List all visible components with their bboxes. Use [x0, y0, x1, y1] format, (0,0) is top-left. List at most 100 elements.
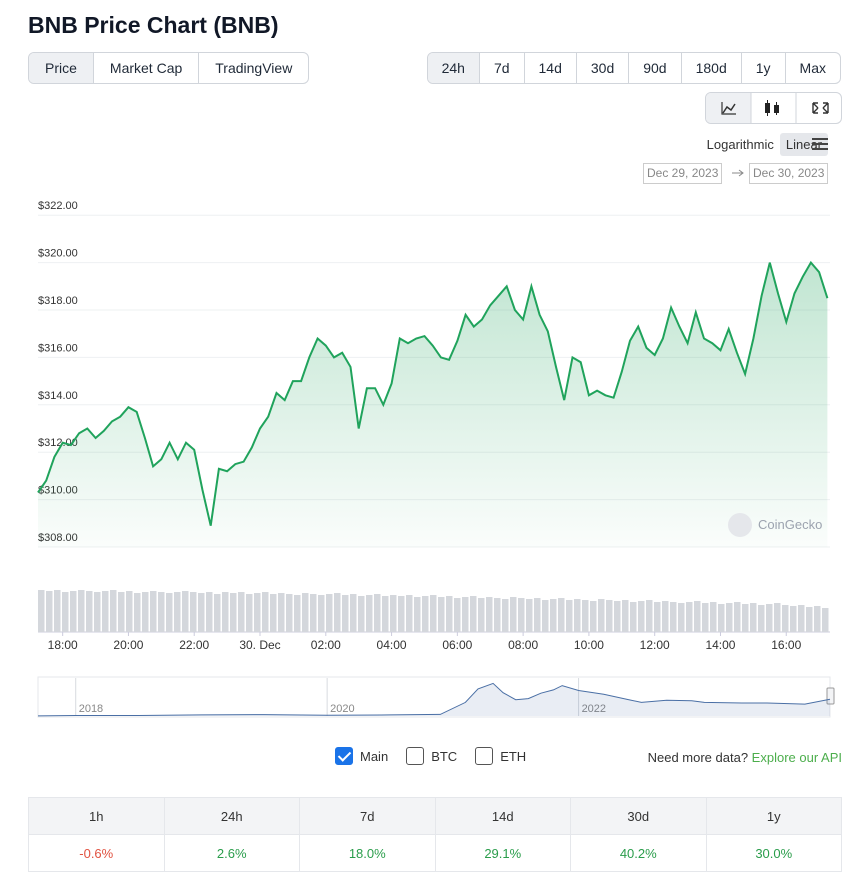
volume-bar — [254, 593, 261, 632]
volume-bar — [446, 596, 453, 632]
x-tick-label: 16:00 — [771, 638, 801, 652]
volume-bar — [462, 597, 469, 632]
date-to[interactable]: Dec 30, 2023 — [749, 163, 829, 184]
volume-bar — [342, 595, 349, 632]
volume-bar — [710, 602, 717, 632]
api-link[interactable]: Explore our API — [751, 750, 842, 765]
x-tick-label: 20:00 — [113, 638, 143, 652]
volume-bar — [670, 602, 677, 632]
tab-group: Price Market Cap TradingView — [28, 52, 310, 84]
series-toggles: Main BTC ETH — [335, 747, 544, 765]
tab[interactable]: TradingView — [198, 53, 308, 83]
change-value: 40.2% — [570, 834, 707, 872]
volume-bar — [718, 604, 725, 632]
tab[interactable]: Price — [29, 53, 93, 83]
volume-bar — [630, 602, 637, 632]
volume-bar — [438, 597, 445, 632]
scale-option[interactable]: Logarithmic — [706, 137, 774, 152]
volume-bar — [494, 598, 501, 632]
volume-bar — [270, 594, 277, 632]
volume-bar — [662, 601, 669, 632]
volume-bar — [302, 593, 309, 632]
navigator-area — [38, 683, 830, 716]
volume-bar — [598, 599, 605, 632]
volume-bar — [550, 599, 557, 632]
x-tick-label: 06:00 — [442, 638, 472, 652]
volume-bar — [606, 600, 613, 632]
volume-bar — [398, 596, 405, 632]
volume-bar — [174, 592, 181, 632]
volume-bar — [166, 593, 173, 632]
period-header: 30d — [570, 797, 707, 835]
toggle-label: Main — [360, 748, 389, 764]
menu-bar — [812, 148, 828, 150]
toggle[interactable]: BTC — [406, 747, 457, 765]
volume-bar — [806, 607, 813, 632]
volume-bar — [558, 598, 565, 632]
date-from[interactable]: Dec 29, 2023 — [643, 163, 723, 184]
range-button[interactable]: Max — [784, 53, 840, 83]
volume-bar — [430, 595, 437, 632]
navigator-label: 2018 — [79, 703, 103, 715]
volume-bar — [758, 605, 765, 632]
menu-bar — [812, 138, 828, 140]
tab[interactable]: Market Cap — [92, 53, 198, 83]
title: BNB Price Chart (BNB) — [28, 12, 279, 38]
volume-bar — [470, 596, 477, 632]
x-tick-label: 18:00 — [48, 638, 78, 652]
range-button[interactable]: 180d — [680, 53, 741, 83]
volume-bar — [54, 590, 61, 632]
toggle[interactable]: ETH — [475, 747, 526, 765]
range-button[interactable]: 24h — [427, 53, 479, 83]
menu-icon[interactable] — [812, 137, 830, 151]
more-prompt: Need more data? — [647, 750, 749, 765]
volume-bar — [822, 608, 829, 632]
volume-bar — [278, 593, 285, 632]
volume-bar — [790, 606, 797, 632]
checkbox[interactable] — [335, 747, 353, 765]
volume-bar — [238, 592, 245, 632]
volume-bar — [678, 603, 685, 632]
navigator-line — [37, 682, 831, 717]
volume-bar — [358, 596, 365, 632]
volume-bar — [246, 594, 253, 632]
range-button[interactable]: 1y — [740, 53, 785, 83]
toggle[interactable]: Main — [335, 747, 388, 765]
volume-bar — [294, 595, 301, 632]
change-value: 30.0% — [705, 834, 842, 872]
period-header: 1h — [28, 797, 165, 835]
menu-bar — [812, 143, 828, 145]
volume-bar — [614, 601, 621, 632]
navigator-label: 2022 — [582, 703, 606, 715]
volume-bar — [814, 606, 821, 632]
range-button[interactable]: 30d — [575, 53, 628, 83]
volume-bar — [726, 603, 733, 632]
volume-bar — [798, 605, 805, 632]
volume-bar — [78, 590, 85, 632]
volume-bar — [422, 596, 429, 632]
checkbox[interactable] — [475, 747, 494, 765]
volume-bar — [374, 594, 381, 632]
x-tick-label: 30. Dec — [239, 638, 280, 652]
arrow — [732, 169, 744, 177]
volume-bar — [158, 592, 165, 632]
x-tick-label: 04:00 — [377, 638, 407, 652]
price-line — [37, 260, 829, 526]
volume-bar — [222, 592, 229, 632]
range-button[interactable]: 7d — [478, 53, 524, 83]
volume-bar — [654, 602, 661, 632]
volume-bar — [782, 605, 789, 632]
volume-bar — [102, 591, 109, 632]
navigator-handle[interactable] — [826, 687, 835, 705]
fullscreen-icon[interactable] — [812, 102, 829, 114]
volume-bar — [742, 604, 749, 632]
range-button[interactable]: 14d — [523, 53, 576, 83]
volume-bar — [262, 592, 269, 632]
volume-bar — [198, 593, 205, 632]
checkbox[interactable] — [406, 747, 425, 765]
volume-bar — [182, 591, 189, 632]
volume-bar — [686, 602, 693, 632]
range-button[interactable]: 90d — [628, 53, 680, 83]
volume-bar — [526, 599, 533, 632]
